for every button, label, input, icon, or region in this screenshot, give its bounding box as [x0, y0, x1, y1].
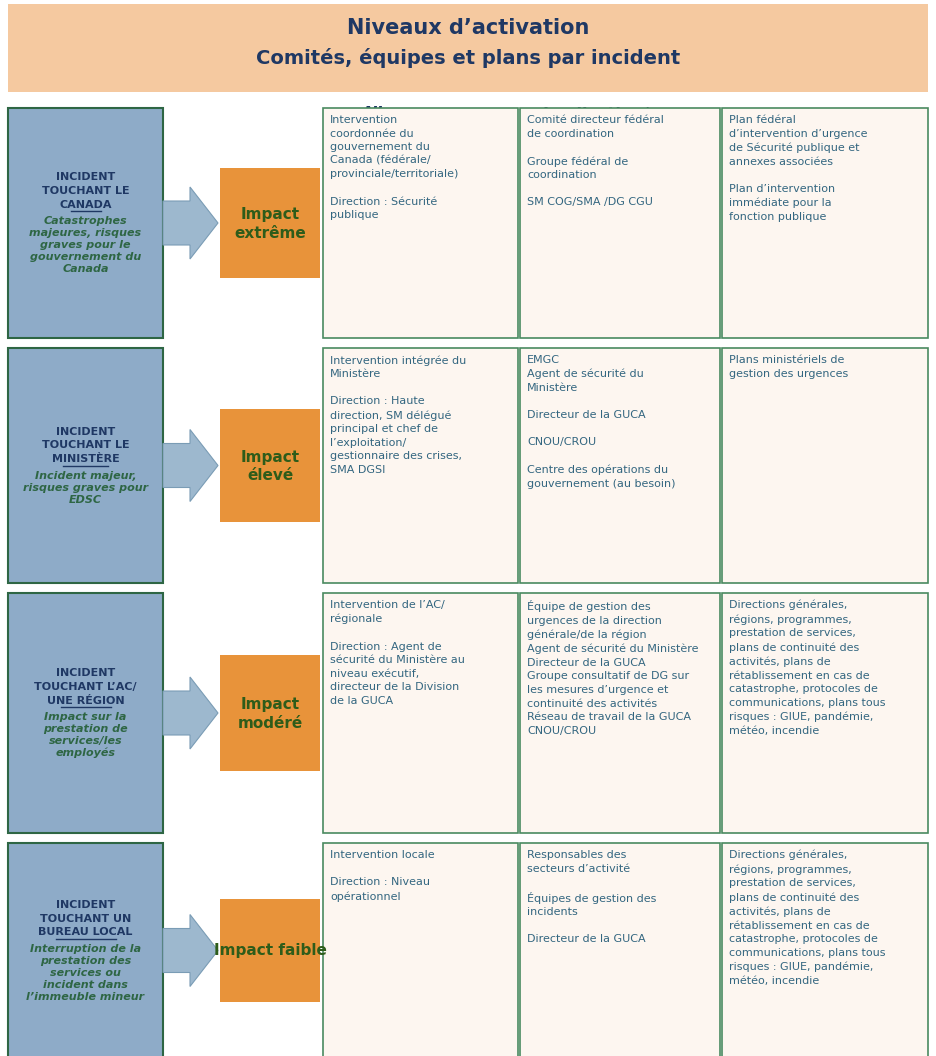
Text: TOUCHANT L’AC/: TOUCHANT L’AC/ — [35, 682, 137, 692]
FancyBboxPatch shape — [520, 348, 720, 583]
Text: graves pour le: graves pour le — [40, 241, 131, 250]
FancyBboxPatch shape — [323, 843, 518, 1056]
Text: employés: employés — [55, 748, 115, 758]
Text: CANADA: CANADA — [59, 200, 111, 209]
FancyBboxPatch shape — [220, 899, 320, 1002]
Text: EMGC
Agent de sécurité du
Ministère

Directeur de la GUCA

CNOU/CROU

Centre des: EMGC Agent de sécurité du Ministère Dire… — [527, 355, 676, 489]
Text: Implication/: Implication/ — [542, 107, 649, 121]
Text: modéré: modéré — [238, 716, 302, 731]
Text: prestation des: prestation des — [40, 956, 131, 966]
Text: EDSC: EDSC — [69, 495, 102, 505]
FancyBboxPatch shape — [520, 843, 720, 1056]
Text: Interruption de la: Interruption de la — [30, 944, 141, 954]
Text: Niveau: Niveau — [364, 107, 426, 121]
Text: Intervention
coordonnée du
gouvernement du
Canada (fédérale/
provinciale/territo: Intervention coordonnée du gouvernement … — [330, 115, 459, 221]
Text: Catastrophes: Catastrophes — [44, 216, 127, 226]
Text: Incident majeur,: Incident majeur, — [35, 471, 137, 480]
Text: Directions générales,
régions, programmes,
prestation de services,
plans de cont: Directions générales, régions, programme… — [729, 600, 885, 736]
Text: Impact: Impact — [241, 207, 300, 223]
FancyBboxPatch shape — [8, 843, 163, 1056]
Text: Intervention intégrée du
Ministère

Direction : Haute
direction, SM délégué
prin: Intervention intégrée du Ministère Direc… — [330, 355, 466, 475]
Text: Intervention de l’AC/
régionale

Direction : Agent de
sécurité du Ministère au
n: Intervention de l’AC/ régionale Directio… — [330, 600, 465, 705]
FancyBboxPatch shape — [722, 108, 928, 338]
Text: majeures, risques: majeures, risques — [29, 228, 141, 239]
Text: services/les: services/les — [49, 736, 123, 747]
Text: MINISTÈRE: MINISTÈRE — [51, 454, 120, 464]
FancyBboxPatch shape — [722, 843, 928, 1056]
Text: Responsables des
secteurs d’activité

Équipes de gestion des
incidents

Directeu: Responsables des secteurs d’activité Équ… — [527, 850, 656, 944]
FancyBboxPatch shape — [8, 4, 928, 92]
FancyBboxPatch shape — [323, 348, 518, 583]
Text: prestation de: prestation de — [43, 724, 128, 734]
Text: INCIDENT: INCIDENT — [56, 668, 115, 679]
Text: INCIDENT: INCIDENT — [56, 172, 115, 183]
Text: extrême: extrême — [234, 226, 306, 241]
Text: TOUCHANT UN: TOUCHANT UN — [40, 913, 131, 924]
Text: Comités, équipes et plans par incident: Comités, équipes et plans par incident — [256, 48, 680, 68]
Polygon shape — [163, 677, 218, 749]
Polygon shape — [163, 430, 218, 502]
Text: Comité directeur fédéral
de coordination

Groupe fédéral de
coordination

SM COG: Comité directeur fédéral de coordination… — [527, 115, 664, 207]
Text: responsabilité: responsabilité — [531, 122, 660, 138]
FancyBboxPatch shape — [220, 409, 320, 522]
FancyBboxPatch shape — [520, 108, 720, 338]
Polygon shape — [163, 187, 218, 259]
Text: TOUCHANT LE: TOUCHANT LE — [42, 440, 129, 451]
Text: élevé: élevé — [247, 468, 293, 483]
Text: risques graves pour: risques graves pour — [23, 483, 148, 493]
Text: Directions générales,
régions, programmes,
prestation de services,
plans de cont: Directions générales, régions, programme… — [729, 850, 885, 986]
Text: Impact: Impact — [241, 450, 300, 465]
Text: Impact faible: Impact faible — [213, 943, 327, 958]
Text: Niveaux d’activation: Niveaux d’activation — [347, 18, 589, 38]
Text: Impact sur la: Impact sur la — [44, 712, 126, 722]
FancyBboxPatch shape — [8, 108, 163, 338]
FancyBboxPatch shape — [220, 656, 320, 771]
Text: BUREAU LOCAL: BUREAU LOCAL — [38, 927, 133, 937]
Text: Intervention locale

Direction : Niveau
opérationnel: Intervention locale Direction : Niveau o… — [330, 850, 434, 902]
FancyBboxPatch shape — [8, 593, 163, 833]
Text: Canada: Canada — [63, 264, 109, 275]
FancyBboxPatch shape — [220, 168, 320, 278]
Text: Impact: Impact — [241, 698, 300, 713]
Text: incident dans: incident dans — [43, 980, 128, 989]
Text: INCIDENT: INCIDENT — [56, 900, 115, 910]
Text: INCIDENT: INCIDENT — [56, 427, 115, 437]
Text: l’immeuble mineur: l’immeuble mineur — [26, 992, 144, 1002]
Text: TOUCHANT LE: TOUCHANT LE — [42, 186, 129, 196]
Text: Plans ministériels de
gestion des urgences: Plans ministériels de gestion des urgenc… — [729, 355, 848, 379]
Text: services ou: services ou — [50, 967, 121, 978]
FancyBboxPatch shape — [520, 593, 720, 833]
Text: Plans: Plans — [785, 114, 834, 130]
Text: UNE RÉGION: UNE RÉGION — [47, 696, 124, 705]
FancyBboxPatch shape — [722, 593, 928, 833]
Text: d’intervention: d’intervention — [330, 122, 460, 137]
Text: gouvernement du: gouvernement du — [30, 252, 141, 262]
FancyBboxPatch shape — [8, 348, 163, 583]
Text: Équipe de gestion des
urgences de la direction
générale/de la région
Agent de sé: Équipe de gestion des urgences de la dir… — [527, 600, 698, 736]
FancyBboxPatch shape — [323, 108, 518, 338]
FancyBboxPatch shape — [722, 348, 928, 583]
Text: Plan fédéral
d’intervention d’urgence
de Sécurité publique et
annexes associées
: Plan fédéral d’intervention d’urgence de… — [729, 115, 868, 222]
FancyBboxPatch shape — [323, 593, 518, 833]
Polygon shape — [163, 914, 218, 986]
